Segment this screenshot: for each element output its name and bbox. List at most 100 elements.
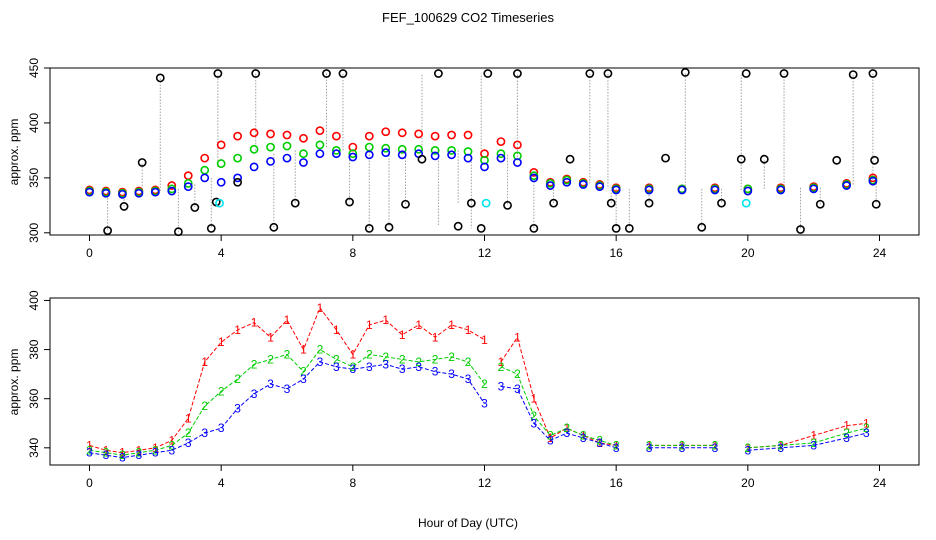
top-point-black: [206, 224, 216, 233]
bottom-y-tick-label: 340: [27, 437, 41, 457]
bottom-label-2: 2: [646, 438, 653, 452]
top-point-red: [414, 129, 424, 139]
bottom-label-3: 3: [251, 387, 258, 401]
bottom-line-1: [89, 306, 867, 454]
top-point-red: [266, 129, 275, 139]
top-point-green: [447, 146, 456, 155]
top-point-blue: [364, 150, 374, 160]
bottom-label-3: 3: [317, 355, 324, 369]
top-point-black: [736, 154, 746, 164]
bottom-label-3: 3: [415, 360, 422, 374]
top-point-black: [759, 154, 769, 164]
bottom-label-1: 1: [218, 335, 225, 349]
bottom-label-3: 3: [333, 360, 340, 374]
bottom-label-1: 1: [168, 433, 175, 447]
bottom-label-3: 3: [448, 367, 455, 381]
top-point-blue: [480, 162, 489, 172]
top-point-green: [282, 141, 292, 151]
bottom-label-3: 3: [863, 426, 870, 440]
top-point-green: [430, 146, 440, 155]
bottom-label-2: 2: [613, 438, 620, 452]
top-point-black: [624, 224, 634, 233]
bottom-label-1: 1: [580, 429, 587, 443]
top-point-red: [233, 131, 243, 141]
top-point-red: [167, 181, 177, 190]
bottom-label-3: 3: [531, 416, 538, 430]
bottom-label-2: 2: [481, 377, 488, 391]
top-point-black: [345, 197, 354, 207]
top-point-red: [529, 167, 539, 177]
top-point-black: [697, 222, 707, 232]
top-point-black: [565, 154, 575, 164]
bottom-x-tick-label: 20: [741, 476, 755, 490]
bottom-label-2: 2: [596, 433, 603, 447]
bottom-label-3: 3: [843, 431, 850, 445]
top-point-blue: [348, 152, 358, 162]
bottom-label-1: 1: [152, 441, 159, 455]
bottom-label-1: 1: [251, 316, 258, 330]
bottom-label-2: 2: [465, 355, 472, 369]
bottom-label-2: 2: [531, 409, 538, 423]
bottom-label-1: 1: [514, 330, 521, 344]
bottom-label-2: 2: [201, 399, 208, 413]
top-point-black: [848, 70, 858, 79]
bottom-label-1: 1: [119, 446, 126, 460]
top-point-blue: [809, 184, 819, 194]
top-point-blue: [562, 177, 572, 187]
top-point-red: [249, 128, 259, 138]
top-x-axis: 0 4 8 12 16 20 24: [86, 235, 886, 260]
top-point-blue: [134, 188, 144, 198]
bottom-label-2: 2: [119, 448, 126, 462]
top-point-blue: [249, 162, 259, 172]
top-point-blue: [644, 185, 654, 195]
bottom-label-2: 2: [777, 438, 784, 452]
top-point-blue: [430, 151, 440, 161]
bottom-label-2: 2: [744, 441, 751, 455]
bottom-label-2: 2: [580, 429, 587, 443]
bottom-label-2: 2: [415, 355, 422, 369]
bottom-label-3: 3: [201, 426, 208, 440]
bottom-label-1: 1: [777, 438, 784, 452]
bottom-label-3: 3: [514, 382, 521, 396]
top-point-green: [299, 149, 308, 159]
bottom-label-1: 1: [613, 438, 620, 452]
top-point-black: [606, 198, 616, 208]
bottom-label-1: 1: [86, 438, 93, 452]
bottom-line-3: [89, 361, 867, 459]
bottom-label-1: 1: [317, 301, 324, 315]
figure-title: FEF_100629 CO2 Timeseries: [382, 10, 554, 25]
bottom-label-1: 1: [744, 441, 751, 455]
bottom-label-3: 3: [366, 360, 373, 374]
top-point-black: [384, 222, 394, 232]
top-point-blue: [150, 187, 160, 197]
top-point-blue: [447, 150, 456, 160]
bottom-label-3: 3: [613, 441, 620, 455]
top-plot-frame: [49, 67, 920, 236]
top-point-blue: [233, 173, 243, 183]
bottom-label-3: 3: [399, 362, 406, 376]
top-point-blue: [85, 187, 94, 197]
top-point-blue: [299, 158, 308, 167]
bottom-label-3: 3: [86, 446, 93, 460]
top-point-black: [644, 198, 654, 208]
top-x-tick-label: 8: [349, 246, 356, 260]
top-point-red: [381, 127, 391, 137]
top-point-blue: [743, 186, 753, 196]
top-point-black: [119, 202, 129, 211]
top-point-black: [611, 224, 621, 233]
bottom-label-3: 3: [136, 448, 143, 462]
top-point-blue: [710, 185, 720, 195]
top-y-axis-label: approx. ppm: [7, 119, 21, 186]
bottom-y-tick-label: 400: [27, 290, 41, 310]
bottom-label-2: 2: [152, 443, 159, 457]
top-point-black: [741, 69, 751, 78]
bottom-label-1: 1: [448, 318, 455, 332]
bottom-y-tick-label: 380: [27, 339, 41, 359]
top-point-black: [661, 153, 670, 163]
bottom-label-3: 3: [481, 397, 488, 411]
top-point-black: [137, 158, 147, 167]
bottom-label-1: 1: [284, 313, 291, 327]
top-point-green: [200, 165, 210, 175]
